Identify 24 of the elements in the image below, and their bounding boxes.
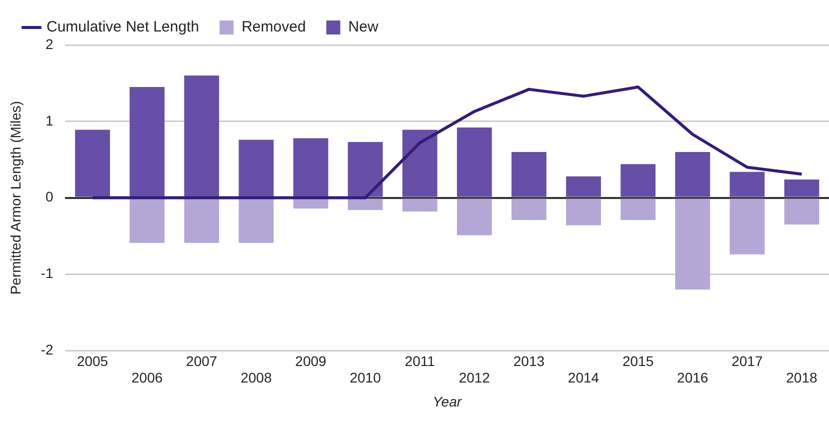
x-tick-label: 2013 (513, 352, 545, 369)
x-tick-label: 2016 (677, 370, 708, 386)
x-tick-label: 2006 (132, 370, 163, 386)
legend-label: Cumulative Net Length (46, 18, 200, 36)
x-tick-label: 2009 (295, 352, 327, 369)
y-axis-title: Permitted Armor Length (Miles) (7, 100, 24, 295)
x-tick-label: 2015 (622, 352, 654, 369)
x-tick-label: 2010 (350, 370, 382, 386)
y-tick-label: 2 (45, 36, 54, 52)
x-axis-title: Year (432, 393, 463, 410)
legend-label: Removed (242, 18, 306, 36)
x-tick-label: 2017 (732, 352, 763, 369)
x-tick-label: 2011 (404, 352, 436, 369)
x-tick-label: 2014 (568, 370, 600, 386)
x-tick-label: 2018 (786, 370, 818, 386)
legend-label: New (348, 18, 378, 36)
y-tick-label: 1 (45, 112, 54, 128)
x-tick-label: 2008 (240, 370, 272, 386)
x-tick-label: 2012 (458, 370, 490, 386)
y-tick-label: -2 (40, 341, 54, 358)
x-tick-label: 2007 (186, 352, 218, 369)
y-tick-label: 0 (45, 188, 54, 205)
x-tick-label: 2005 (76, 352, 108, 369)
y-tick-label: -1 (40, 265, 54, 282)
